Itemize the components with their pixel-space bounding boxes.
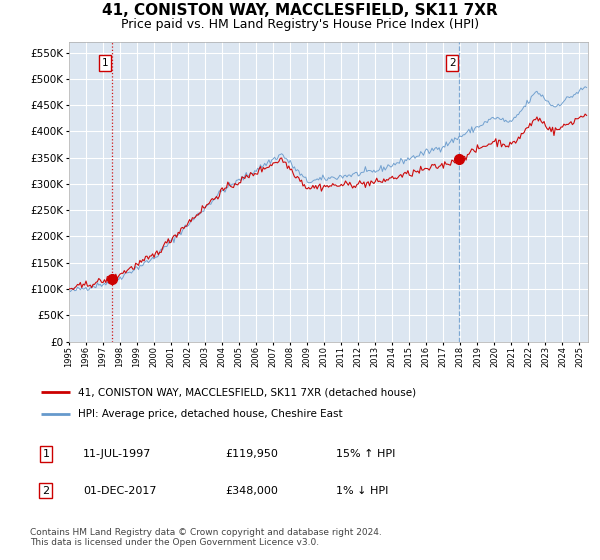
Text: 2: 2	[449, 58, 455, 68]
Text: £348,000: £348,000	[226, 486, 278, 496]
Text: 11-JUL-1997: 11-JUL-1997	[83, 449, 151, 459]
Text: 1: 1	[102, 58, 109, 68]
Text: Price paid vs. HM Land Registry's House Price Index (HPI): Price paid vs. HM Land Registry's House …	[121, 18, 479, 31]
Text: 1: 1	[43, 449, 49, 459]
Text: 1% ↓ HPI: 1% ↓ HPI	[336, 486, 389, 496]
Text: 41, CONISTON WAY, MACCLESFIELD, SK11 7XR: 41, CONISTON WAY, MACCLESFIELD, SK11 7XR	[102, 3, 498, 18]
Text: 01-DEC-2017: 01-DEC-2017	[83, 486, 156, 496]
Text: 41, CONISTON WAY, MACCLESFIELD, SK11 7XR (detached house): 41, CONISTON WAY, MACCLESFIELD, SK11 7XR…	[77, 387, 416, 397]
Text: £119,950: £119,950	[226, 449, 278, 459]
Text: 2: 2	[42, 486, 49, 496]
Text: HPI: Average price, detached house, Cheshire East: HPI: Average price, detached house, Ches…	[77, 409, 342, 419]
Text: Contains HM Land Registry data © Crown copyright and database right 2024.
This d: Contains HM Land Registry data © Crown c…	[30, 528, 382, 547]
Text: 15% ↑ HPI: 15% ↑ HPI	[336, 449, 395, 459]
